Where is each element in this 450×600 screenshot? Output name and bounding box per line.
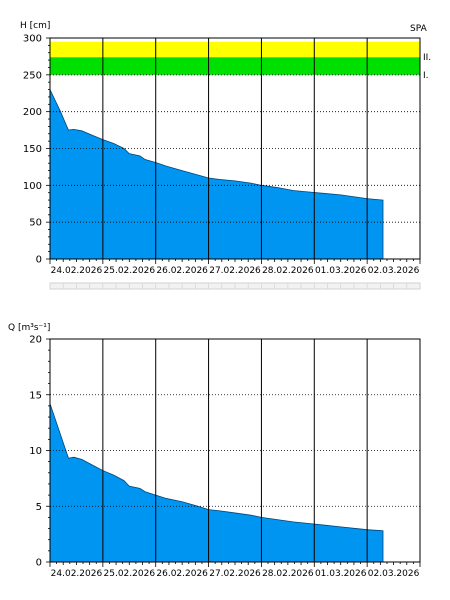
bottom-x-tick-label-5: 01.03.2026 bbox=[315, 569, 367, 579]
bottom-x-tick-label-4: 28.02.2026 bbox=[262, 569, 314, 579]
discharge-chart: Q [m³s⁻¹] 0 5 10 15 20 24.02.2026 25.02.2026 26… bbox=[8, 323, 421, 579]
top-band-1 bbox=[50, 41, 420, 58]
bottom-x-tick-label-1: 25.02.2026 bbox=[104, 569, 156, 579]
top-y-tick-label-1: 50 bbox=[29, 218, 42, 229]
top-y-tick-label-3: 150 bbox=[23, 144, 42, 155]
station-label: SPA bbox=[410, 24, 428, 34]
bottom-x-tick-label-3: 27.02.2026 bbox=[209, 569, 261, 579]
top-band-label-1: I. bbox=[423, 71, 429, 81]
time-scrollbar[interactable] bbox=[49, 282, 421, 290]
top-x-tick-label-5: 01.03.2026 bbox=[315, 266, 367, 276]
bottom-x-tick-label-2: 26.02.2026 bbox=[156, 569, 208, 579]
top-y-tick-label-4: 200 bbox=[23, 107, 42, 118]
bottom-y-axis-label: Q [m³s⁻¹] bbox=[8, 323, 50, 333]
top-x-tick-label-2: 26.02.2026 bbox=[156, 266, 208, 276]
bottom-series-area-0 bbox=[49, 403, 384, 563]
top-y-tick-label-6: 300 bbox=[23, 34, 42, 45]
top-y-tick-label-5: 250 bbox=[23, 70, 42, 81]
top-x-tick-label-6: 02.03.2026 bbox=[368, 266, 420, 276]
bottom-y-tick-label-2: 10 bbox=[29, 446, 42, 457]
bottom-x-tick-label-0: 24.02.2026 bbox=[51, 569, 103, 579]
top-x-tick-label-4: 28.02.2026 bbox=[262, 266, 314, 276]
top-x-tick-label-0: 24.02.2026 bbox=[51, 266, 103, 276]
top-x-tick-label-3: 27.02.2026 bbox=[209, 266, 261, 276]
top-band-label-0: II. bbox=[423, 53, 431, 63]
bottom-x-tick-label-6: 02.03.2026 bbox=[368, 569, 420, 579]
top-y-axis-label: H [cm] bbox=[20, 21, 50, 31]
bottom-y-tick-label-1: 5 bbox=[36, 502, 42, 513]
top-x-tick-label-1: 25.02.2026 bbox=[104, 266, 156, 276]
bottom-y-tick-label-0: 0 bbox=[36, 558, 42, 569]
bottom-y-tick-label-4: 20 bbox=[29, 335, 42, 346]
bottom-y-tick-label-3: 15 bbox=[29, 390, 42, 401]
top-y-tick-label-0: 0 bbox=[36, 255, 42, 266]
top-y-tick-label-2: 100 bbox=[23, 181, 42, 192]
top-series-area-0 bbox=[49, 89, 384, 260]
top-band-0 bbox=[50, 57, 420, 75]
